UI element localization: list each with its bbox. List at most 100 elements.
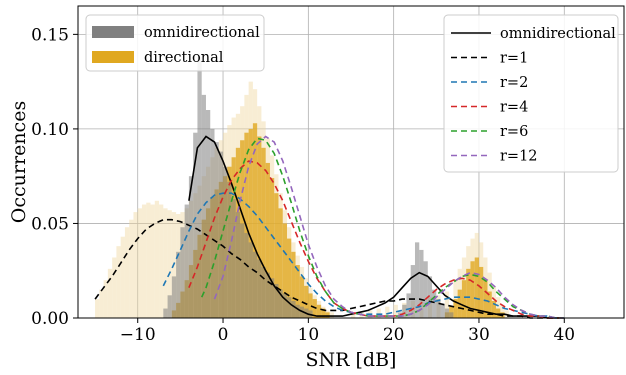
hist-bar <box>444 308 450 318</box>
hist-bar <box>427 276 433 318</box>
hist-bar <box>500 304 505 318</box>
hist-bar <box>351 314 356 318</box>
hist-bar <box>312 299 317 318</box>
y-tick-label: 0.00 <box>31 309 69 329</box>
hist-bar <box>261 266 266 318</box>
hist-bar <box>278 289 283 318</box>
hist-bar <box>116 246 121 318</box>
hist-bar <box>474 257 479 318</box>
x-tick-label: −10 <box>120 325 156 345</box>
hist-bar <box>129 219 134 318</box>
hist-bar <box>252 251 258 318</box>
hist-bar <box>167 295 172 318</box>
hist-bar <box>385 306 390 318</box>
x-tick-label: 0 <box>218 325 229 345</box>
hist-bar <box>184 204 189 318</box>
hist-bar <box>376 308 381 318</box>
y-tick-label: 0.15 <box>31 25 69 45</box>
x-axis-label: SNR [dB] <box>306 349 397 371</box>
hist-bar <box>436 299 441 318</box>
hist-bar <box>265 162 270 318</box>
hist-bar <box>223 166 228 318</box>
hist-bar <box>278 208 283 318</box>
hist-bar <box>99 289 104 318</box>
legend-swatch <box>92 26 134 38</box>
hist-bar <box>299 306 305 318</box>
hist-bar <box>287 297 292 318</box>
curve-line <box>162 192 565 319</box>
hist-bar <box>252 123 258 319</box>
legend-curves: omnidirectional r=1 r=2 r=4 r=6 r=12 <box>443 14 619 173</box>
hist-bar <box>406 293 411 318</box>
hist-bar <box>163 208 168 318</box>
hist-bar <box>269 178 275 318</box>
hist-bar <box>274 193 279 318</box>
hist-bar <box>210 128 215 318</box>
hist-bar <box>137 208 142 318</box>
hist-bar <box>193 132 198 318</box>
hist-bar <box>304 285 309 318</box>
hist-bar <box>449 312 454 318</box>
curve-line <box>213 135 565 319</box>
legend-frame <box>443 14 619 173</box>
legend-label: r=4 <box>500 100 528 116</box>
hist-bar <box>470 261 475 318</box>
hist-bar <box>120 236 125 318</box>
curve-line <box>188 135 565 319</box>
legend-label: omnidirectional <box>500 26 616 42</box>
hist-bar <box>188 176 194 318</box>
hist-bar <box>487 291 492 318</box>
hist-bar <box>483 280 488 318</box>
hist-bar <box>163 308 168 318</box>
hist-bar <box>95 299 100 318</box>
hist-bar <box>197 57 202 319</box>
y-tick-label: 0.10 <box>31 120 69 140</box>
hist-bar <box>257 136 262 318</box>
hist-bar <box>231 198 236 318</box>
hist-bar <box>432 289 437 318</box>
hist-bar <box>235 212 241 318</box>
hist-bar <box>478 266 484 318</box>
x-tick-label: 30 <box>468 325 490 345</box>
hist-bar <box>444 291 450 318</box>
hist-bar <box>329 312 334 318</box>
hist-bar <box>265 272 270 318</box>
legend-label: omnidirectional <box>144 25 260 41</box>
hist-bar <box>248 242 253 318</box>
hist-bar <box>141 204 147 318</box>
hist-bar <box>133 212 138 318</box>
hist-bar <box>103 280 108 318</box>
hist-bar <box>423 261 428 318</box>
x-tick-label: 10 <box>298 325 320 345</box>
legend-label: directional <box>144 50 224 66</box>
hist-bar <box>419 249 424 318</box>
hist-bar <box>218 151 224 318</box>
hist-bar <box>282 293 288 318</box>
plot-frame <box>77 5 625 319</box>
hist-bar <box>214 142 219 318</box>
hist-bar <box>257 259 262 318</box>
hist-bar <box>325 312 330 318</box>
hist-bar <box>124 227 130 318</box>
hist-bar <box>176 251 181 318</box>
hist-bar <box>291 300 296 318</box>
hist-bar <box>466 268 471 318</box>
hist-bar <box>295 265 300 318</box>
hist-bar <box>402 304 407 318</box>
density-curves <box>94 135 565 319</box>
hist-bar <box>461 280 467 318</box>
legend-label: r=12 <box>500 149 538 165</box>
hist-bar <box>308 293 313 318</box>
hist-bar <box>150 204 155 318</box>
hist-bar <box>112 257 117 318</box>
hist-bar <box>291 251 296 318</box>
hist-bar <box>282 223 288 318</box>
hist-bar <box>321 308 326 318</box>
legend-histograms: omnidirectional directional <box>85 14 265 72</box>
hist-bar <box>414 242 420 318</box>
hist-bar <box>274 283 279 318</box>
hist-bar <box>180 227 185 318</box>
hist-bar <box>146 202 151 318</box>
hist-bar <box>410 265 415 318</box>
